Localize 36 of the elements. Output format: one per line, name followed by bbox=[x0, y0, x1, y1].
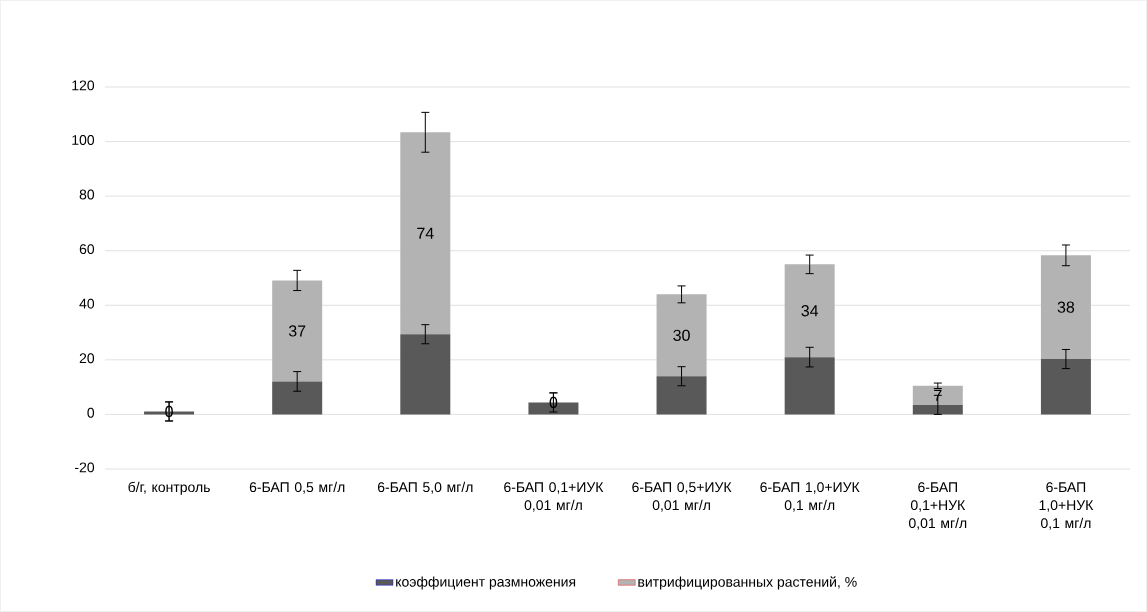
bar bbox=[656, 376, 707, 415]
x-tick-label: 6-БАП 0,5 мг/л bbox=[249, 481, 345, 494]
bar bbox=[400, 132, 451, 335]
bar bbox=[1040, 255, 1091, 360]
x-tick-label: б/г, контроль bbox=[128, 481, 210, 495]
x-tick-label: 6-БАП 0,1+НУК 0,01 мг/л bbox=[908, 482, 967, 530]
legend-label: витрифицированных растений, % bbox=[638, 576, 857, 590]
x-tick-label: 6-БАП 0,5+ИУК 0,01 мг/л bbox=[632, 482, 732, 512]
legend-label: коэффициент размножения bbox=[396, 576, 576, 590]
data-label: 0 bbox=[549, 396, 558, 409]
y-tick-label: 0 bbox=[87, 407, 95, 418]
bar bbox=[784, 264, 835, 358]
y-tick-label: 40 bbox=[79, 298, 95, 309]
x-tick-label: 6-БАП 1,0+ИУК 0,1 мг/л bbox=[760, 482, 860, 512]
y-tick-label: 80 bbox=[79, 189, 95, 200]
bar bbox=[272, 280, 323, 382]
y-tick-label: 20 bbox=[79, 353, 95, 364]
data-label: 38 bbox=[1057, 301, 1075, 313]
data-label: 37 bbox=[288, 325, 306, 337]
data-label: 30 bbox=[673, 329, 690, 341]
x-tick-label: 6-БАП 0,1+ИУК 0,01 мг/л bbox=[504, 482, 604, 512]
y-tick-label: 120 bbox=[72, 80, 95, 91]
bar bbox=[400, 334, 451, 415]
y-tick-label: 60 bbox=[79, 244, 95, 255]
data-label: 74 bbox=[417, 227, 434, 239]
x-tick-label: 6-БАП 5,0 мг/л bbox=[377, 481, 473, 494]
bar bbox=[1040, 359, 1091, 415]
y-tick-label: -20 bbox=[75, 462, 95, 473]
bar bbox=[784, 357, 835, 415]
bar bbox=[656, 294, 707, 377]
bar bbox=[912, 385, 963, 405]
y-tick-label: 100 bbox=[72, 134, 95, 145]
bar bbox=[912, 404, 963, 415]
data-label: 34 bbox=[801, 305, 819, 317]
x-tick-label: 6-БАП 1,0+НУК 0,1 мг/л bbox=[1039, 482, 1094, 530]
bar bbox=[272, 381, 323, 415]
